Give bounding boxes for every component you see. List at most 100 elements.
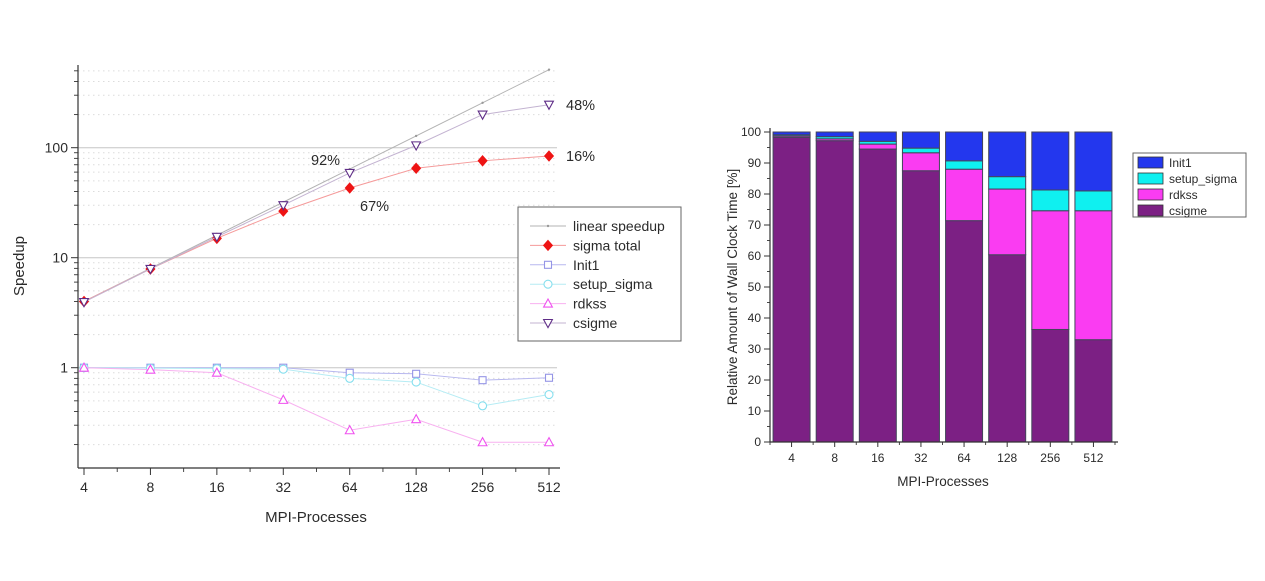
setup-sigma-line [83,367,550,407]
x-tick-label: 4 [788,451,795,465]
rdkss-marker [211,366,223,377]
csigme-bar-segment [988,254,1027,443]
init1-marker [412,369,421,378]
legend-label-csigme: csigme [573,315,618,331]
annotation-67-: 67% [360,199,389,215]
csigme-bar-segment [858,148,897,443]
y-tick-label: 70 [748,218,762,232]
legend-init1-marker [543,260,553,269]
rdkss-bar-segment [901,152,940,172]
x-tick-label: 256 [471,479,495,495]
init1-marker [544,373,554,382]
rdkss-bar-segment [988,188,1027,256]
y-tick-label: 10 [52,250,68,266]
x-tick-label: 128 [997,451,1017,465]
legend-linear-speedup-marker [546,224,550,228]
rdkss-marker [145,363,156,374]
y-tick-label: 90 [748,156,762,170]
y-tick-label: 100 [45,140,69,156]
csigme-marker [543,100,555,111]
setup-sigma-marker [345,373,355,383]
x-tick-label: 256 [1040,451,1060,465]
init1-bar-segment [772,131,811,136]
legend-label-csigme: csigme [1169,204,1207,218]
setup-sigma-bar-segment [1074,190,1113,212]
init1-bar-segment [988,131,1027,178]
linear-speedup-marker [414,134,418,138]
x-tick-label: 8 [147,479,155,495]
legend-label-init1: Init1 [1169,156,1192,170]
x-tick-label: 64 [957,451,971,465]
csigme-marker [344,168,356,179]
left-x-axis-title: MPI-Processes [265,509,367,526]
csigme-marker [277,201,289,211]
sigma-total-marker [411,162,422,175]
legend-label-setup-sigma: setup_sigma [1169,172,1237,186]
linear-speedup-line [83,69,550,302]
setup-sigma-bar-segment [945,160,984,170]
csigme-line [83,104,550,303]
x-tick-label: 32 [276,479,292,495]
x-tick-label: 64 [342,479,358,495]
init1-bar-segment [858,131,897,142]
rdkss-marker [344,424,356,435]
x-tick-label: 16 [871,451,885,465]
rdkss-bar-segment [945,168,984,222]
legend-label-linear-speedup: linear speedup [573,218,665,234]
csigme-marker [145,264,156,275]
legend-sigma-total-marker [542,239,554,252]
init1-bar-segment [1074,131,1113,192]
setup-sigma-bar-segment [988,176,1027,190]
init1-bar-segment [815,131,854,138]
setup-sigma-marker [278,364,288,374]
csigme-marker [410,141,422,152]
y-tick-label: 1 [60,360,68,376]
csigme-marker [78,298,90,308]
sigma-total-marker [278,205,289,217]
sigma-total-line [83,155,550,302]
sigma-total-marker [543,150,555,162]
speedup-chart-svg: 1 10 100 4 8 16 32 64 128 256 512 92% 67% 48% 16% linea… [11,65,682,526]
y-tick-label: 20 [748,373,762,387]
init1-bar-segment [945,131,984,162]
csigme-bar-segment [945,220,984,443]
annotation-48-: 48% [566,98,595,114]
init1-bar-segment [901,131,940,149]
linear-speedup-marker [481,101,484,104]
annotation-92-: 92% [311,153,340,169]
y-tick-label: 80 [748,187,762,201]
legend-label-setup-sigma: setup_sigma [573,276,653,292]
annotation-16-: 16% [566,149,595,165]
csigme-marker [477,110,488,121]
sigma-total-marker [477,155,488,167]
setup-sigma-marker [478,401,488,411]
y-tick-label: 0 [754,435,761,449]
legend-label-rdkss: rdkss [1169,188,1198,202]
rdkss-bar-segment [1074,210,1113,341]
rdkss-bar-segment [1031,210,1070,330]
rdkss-marker [78,361,90,372]
legend-swatch-init1 [1137,156,1164,169]
legend-setup-sigma-marker [543,279,553,289]
init1-line [84,367,550,381]
rdkss-line [83,367,550,443]
setup-sigma-bar-segment [1031,189,1070,212]
legend-swatch-csigme [1137,204,1164,217]
left-y-axis-title: Speedup [11,236,28,296]
linear-speedup-marker [547,68,551,71]
csigme-marker [211,232,223,243]
setup-sigma-marker [411,377,421,387]
x-tick-label: 4 [80,479,88,495]
legend-label-rdkss: rdkss [573,296,606,312]
legend-label-init1: Init1 [573,257,600,273]
init1-marker [478,376,487,385]
sigma-total-marker [344,182,355,194]
speedup-plot-group: 1 10 100 4 8 16 32 64 128 256 512 92% 67% 48% 16% linea… [45,65,682,495]
y-tick-label: 100 [741,125,761,139]
y-tick-label: 10 [748,404,762,418]
rdkss-marker [410,413,422,424]
wallclock-plot-group: 0 10 20 30 40 50 60 70 80 90 100 4 8 16 32 64 128 256 512 I… [741,125,1247,465]
legend-swatch-rdkss [1137,188,1164,201]
legend-rdkss-marker [542,297,554,308]
